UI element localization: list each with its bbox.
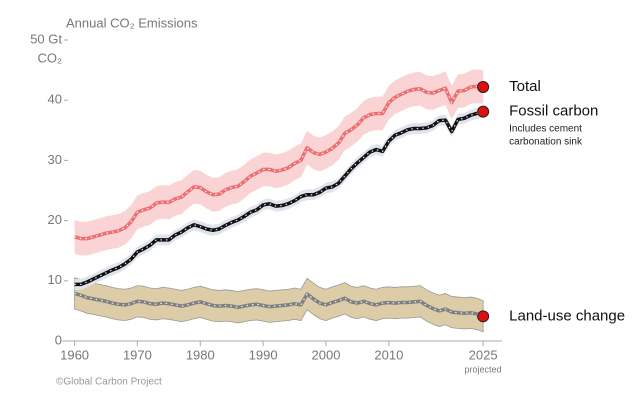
y-tick-label: 0	[55, 332, 62, 347]
series-label: Total	[509, 78, 541, 95]
uncertainty-band	[74, 69, 484, 256]
y-tick-label: 10	[48, 272, 62, 287]
series-dash	[74, 111, 484, 286]
x-tick-label: 1970	[123, 347, 152, 362]
end-marker	[477, 80, 490, 93]
source: ©Global Carbon Project	[56, 377, 162, 388]
end-marker	[477, 310, 490, 323]
y-axis-label: CO₂	[37, 50, 62, 65]
series-dash	[74, 85, 484, 240]
series-dash	[74, 292, 484, 317]
series-note: Includes cement	[509, 123, 582, 134]
chart-title: Annual CO₂ Emissions	[66, 15, 198, 30]
series-note: carbonation sink	[509, 136, 583, 147]
x-tick-label: 1980	[186, 347, 215, 362]
x-tick-label: 2025	[469, 347, 498, 362]
x-tick-label: 1960	[60, 347, 89, 362]
x-note: projected	[464, 364, 501, 374]
x-tick-label: 2000	[312, 347, 341, 362]
x-tick-label: 1990	[249, 347, 278, 362]
y-tick-label: 20	[48, 212, 62, 227]
series-label: Fossil carbon	[509, 103, 598, 120]
end-marker	[477, 105, 490, 118]
y-tick-label: 30	[48, 152, 62, 167]
y-tick-label: 40	[48, 92, 62, 107]
y-tick-label: 50 Gt	[30, 31, 62, 46]
x-tick-label: 2010	[374, 347, 403, 362]
series-label: Land-use change	[509, 307, 625, 324]
